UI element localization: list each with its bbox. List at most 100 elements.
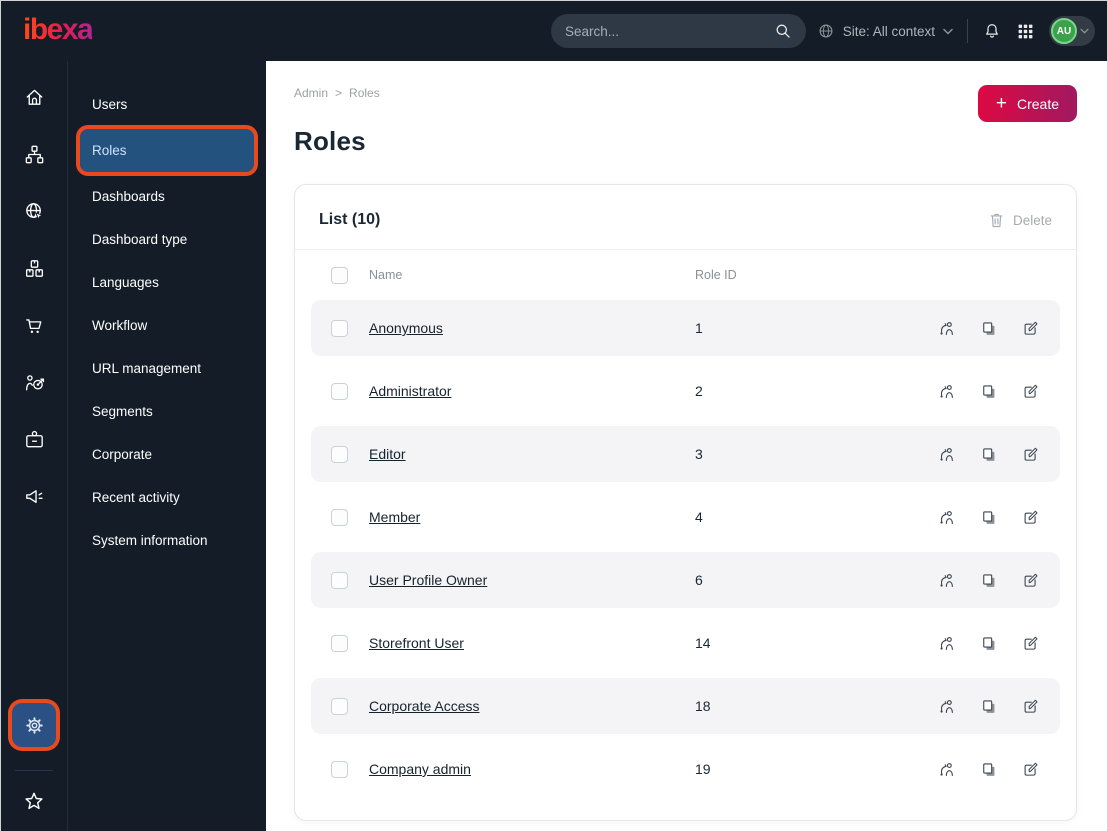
- site-context-dropdown[interactable]: Site: All context: [817, 22, 953, 40]
- edit-role-button[interactable]: [1021, 508, 1040, 527]
- rail-item-content[interactable]: [12, 132, 56, 176]
- assign-role-button[interactable]: [937, 697, 956, 716]
- assign-role-button[interactable]: [937, 445, 956, 464]
- assign-role-button[interactable]: [937, 634, 956, 653]
- row-checkbox[interactable]: [331, 382, 348, 400]
- person-target-icon: [25, 374, 44, 390]
- edit-icon: [1024, 510, 1038, 524]
- column-name: Name: [369, 268, 403, 282]
- assign-role-button[interactable]: [937, 760, 956, 779]
- rail-item-dashboard[interactable]: [12, 75, 56, 119]
- ibexa-logo[interactable]: ibexa: [23, 13, 94, 46]
- role-id-value: 14: [695, 635, 711, 651]
- edit-role-button[interactable]: [1021, 697, 1040, 716]
- edit-role-button[interactable]: [1021, 760, 1040, 779]
- edit-role-button[interactable]: [1021, 634, 1040, 653]
- row-checkbox[interactable]: [331, 445, 348, 463]
- menu-item-workflow[interactable]: Workflow: [92, 318, 148, 333]
- copy-role-button[interactable]: [979, 634, 998, 653]
- edit-icon: [1024, 447, 1038, 461]
- assign-role-button[interactable]: [937, 571, 956, 590]
- boxes-icon: [25, 259, 43, 277]
- copy-role-button[interactable]: [979, 697, 998, 716]
- create-button[interactable]: + Create: [977, 85, 1077, 122]
- menu-item-segments[interactable]: Segments: [92, 404, 153, 419]
- role-name-link[interactable]: User Profile Owner: [369, 572, 488, 588]
- row-checkbox[interactable]: [331, 760, 348, 778]
- rail-item-site[interactable]: [12, 189, 56, 233]
- row-checkbox[interactable]: [331, 697, 348, 715]
- assign-user-icon: [940, 447, 953, 461]
- table-row: Company admin 19: [311, 741, 1060, 797]
- assign-user-icon: [940, 510, 953, 524]
- role-name-link[interactable]: Member: [369, 509, 421, 525]
- role-name-link[interactable]: Company admin: [369, 761, 471, 777]
- copy-role-button[interactable]: [979, 319, 998, 338]
- row-checkbox[interactable]: [331, 508, 348, 526]
- assign-role-button[interactable]: [937, 508, 956, 527]
- menu-item-corporate[interactable]: Corporate: [92, 447, 153, 462]
- topbar-divider: [967, 19, 968, 43]
- row-checkbox[interactable]: [331, 319, 348, 337]
- role-name-link[interactable]: Administrator: [369, 383, 452, 399]
- site-context-label: Site: All context: [842, 23, 935, 39]
- star-icon: [25, 792, 43, 810]
- rail-item-products[interactable]: [12, 246, 56, 290]
- role-name-link[interactable]: Editor: [369, 446, 406, 462]
- rail-item-corporate[interactable]: [12, 417, 56, 461]
- menu-item-roles[interactable]: Roles: [80, 129, 254, 172]
- role-id-value: 3: [695, 446, 703, 462]
- menu-item-languages[interactable]: Languages: [92, 275, 159, 290]
- rail-divider: [15, 770, 53, 771]
- role-name-link[interactable]: Corporate Access: [369, 698, 480, 714]
- copy-icon: [983, 573, 995, 587]
- notifications-button[interactable]: [982, 21, 1002, 41]
- assign-user-icon: [940, 762, 953, 776]
- topbar-right-cluster: Site: All context: [817, 1, 1095, 61]
- chevron-down-icon: [943, 28, 953, 35]
- breadcrumb-admin[interactable]: Admin: [294, 86, 329, 100]
- copy-icon: [983, 510, 995, 524]
- rail-item-personalization[interactable]: [12, 360, 56, 404]
- user-menu[interactable]: AU: [1049, 16, 1095, 46]
- search-icon[interactable]: [774, 22, 792, 40]
- edit-role-button[interactable]: [1021, 445, 1040, 464]
- rail-item-bookmarks[interactable]: [12, 779, 56, 823]
- edit-icon: [1024, 636, 1038, 650]
- copy-icon: [983, 321, 995, 335]
- role-name-link[interactable]: Anonymous: [369, 320, 443, 336]
- rail-item-admin[interactable]: [12, 703, 56, 747]
- delete-button[interactable]: Delete: [988, 211, 1052, 229]
- row-actions: [937, 445, 1040, 464]
- menu-item-recent-activity[interactable]: Recent activity: [92, 490, 180, 505]
- role-name-link[interactable]: Storefront User: [369, 635, 464, 651]
- role-id-value: 4: [695, 509, 703, 525]
- app-switcher-button[interactable]: [1016, 22, 1035, 41]
- row-checkbox[interactable]: [331, 571, 348, 589]
- edit-icon: [1024, 699, 1038, 713]
- copy-role-button[interactable]: [979, 508, 998, 527]
- copy-role-button[interactable]: [979, 382, 998, 401]
- assign-role-button[interactable]: [937, 382, 956, 401]
- assign-role-button[interactable]: [937, 319, 956, 338]
- copy-role-button[interactable]: [979, 760, 998, 779]
- search-input[interactable]: Search...: [551, 14, 806, 48]
- breadcrumb-roles: Roles: [349, 86, 380, 100]
- copy-role-button[interactable]: [979, 445, 998, 464]
- copy-role-button[interactable]: [979, 571, 998, 590]
- menu-item-dashboard-type[interactable]: Dashboard type: [92, 232, 188, 247]
- rail-item-commerce[interactable]: [12, 303, 56, 347]
- select-all-checkbox[interactable]: [331, 266, 348, 284]
- menu-item-system-information[interactable]: System information: [92, 533, 208, 548]
- assign-user-icon: [940, 573, 953, 587]
- menu-item-users[interactable]: Users: [92, 97, 128, 112]
- edit-role-button[interactable]: [1021, 382, 1040, 401]
- edit-role-button[interactable]: [1021, 571, 1040, 590]
- role-id-value: 1: [695, 320, 703, 336]
- rail-item-marketing[interactable]: [12, 474, 56, 518]
- row-actions: [937, 571, 1040, 590]
- menu-item-url-management[interactable]: URL management: [92, 361, 202, 376]
- edit-role-button[interactable]: [1021, 319, 1040, 338]
- menu-item-dashboards[interactable]: Dashboards: [92, 189, 165, 204]
- row-checkbox[interactable]: [331, 634, 348, 652]
